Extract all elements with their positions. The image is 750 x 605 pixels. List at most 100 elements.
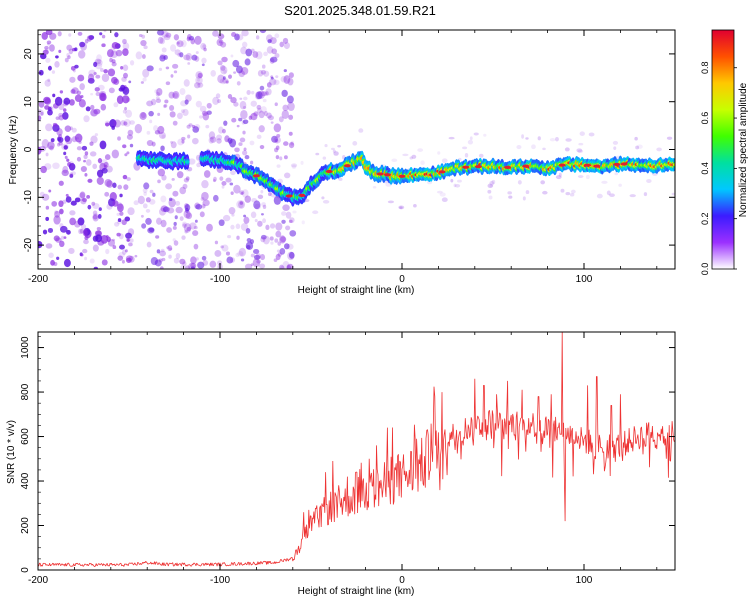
spectrogram-noise-blob xyxy=(516,145,522,150)
spectrogram-noise-blob xyxy=(69,76,76,83)
spectrogram-noise-blob xyxy=(95,74,101,79)
spectrogram-noise-blob xyxy=(50,138,55,143)
spectrogram-noise-blob xyxy=(214,249,222,257)
spectrogram-noise-blob xyxy=(265,91,269,96)
spectrogram-noise-blob xyxy=(40,111,44,116)
spectrogram-noise-blob xyxy=(194,35,202,45)
spectrogram-noise-blob xyxy=(185,176,190,181)
spectrogram-noise-blob xyxy=(57,136,64,143)
spectrogram-noise-blob xyxy=(239,190,245,195)
spectrogram-noise-blob xyxy=(126,151,130,155)
spectrogram-noise-blob xyxy=(157,36,164,44)
spectrogram-noise-blob xyxy=(184,229,188,234)
spectrogram-noise-blob xyxy=(266,112,272,119)
spectrogram-noise-blob xyxy=(49,32,57,40)
spectrogram-noise-blob xyxy=(97,214,102,219)
spectrogram-noise-blob xyxy=(537,136,541,141)
spectrogram-noise-blob xyxy=(60,235,65,240)
spectrogram-noise-blob xyxy=(290,163,298,168)
spectrogram-noise-blob xyxy=(112,200,119,207)
spectrogram-noise-blob xyxy=(321,196,325,200)
spectrogram-noise-blob xyxy=(256,134,262,139)
spectrogram-x-label: Height of straight line (km) xyxy=(298,285,415,296)
spectrogram-noise-blob xyxy=(269,37,277,45)
spectrogram-noise-blob xyxy=(111,59,116,64)
spectrogram-noise-blob xyxy=(173,221,177,227)
spectrogram-noise-blob xyxy=(549,137,556,142)
spectrogram-noise-blob xyxy=(122,144,127,149)
spectrogram-noise-blob xyxy=(467,139,474,145)
spectrogram-noise-blob xyxy=(221,244,229,252)
spectrogram-noise-blob xyxy=(191,54,198,61)
spectrogram-noise-blob xyxy=(213,176,217,182)
spectrogram-noise-blob xyxy=(196,162,201,168)
spectrogram-noise-blob xyxy=(92,244,99,252)
spectrogram-noise-blob xyxy=(487,189,492,194)
spectrogram-noise-blob xyxy=(245,228,251,234)
spectrogram-noise-blob xyxy=(52,162,60,170)
colorbar-tick-label: 0.6 xyxy=(700,112,710,125)
spectrogram-noise-blob xyxy=(212,30,219,37)
spectrogram-noise-blob xyxy=(160,195,167,203)
spectrogram-noise-blob xyxy=(279,235,286,244)
spectrogram-noise-blob xyxy=(70,200,77,206)
spectrogram-noise-blob xyxy=(276,133,281,138)
spectrogram-noise-blob xyxy=(372,185,377,189)
spectrogram-noise-blob xyxy=(65,193,69,197)
spectrogram-noise-blob xyxy=(188,123,193,127)
spectrogram-noise-blob xyxy=(274,53,280,59)
spectrogram-noise-blob xyxy=(273,258,278,262)
spectrogram-noise-blob xyxy=(261,213,264,216)
spectrogram-noise-blob xyxy=(218,126,224,134)
spectrogram-noise-blob xyxy=(98,207,102,212)
spectrogram-noise-blob xyxy=(124,106,128,111)
spectrogram-noise-blob xyxy=(222,214,231,222)
spectrogram-noise-blob xyxy=(153,125,159,132)
spectrogram-noise-blob xyxy=(280,265,285,269)
spectrogram-noise-blob xyxy=(266,46,274,54)
spectrogram-noise-blob xyxy=(312,210,319,215)
spectrogram-noise-blob xyxy=(286,263,294,269)
spectrogram-noise-blob xyxy=(269,223,276,229)
spectrogram-noise-blob xyxy=(127,129,134,136)
spectrogram-noise-blob xyxy=(255,253,261,260)
spectrogram-noise-blob xyxy=(274,102,278,107)
spectrogram-noise-blob xyxy=(555,175,562,180)
spectrogram-noise-blob xyxy=(86,195,91,199)
spectrogram-noise-blob xyxy=(176,171,184,179)
spectrogram-noise-blob xyxy=(115,49,123,57)
spectrogram-noise-blob xyxy=(142,203,148,209)
spectrogram-noise-blob xyxy=(333,151,339,156)
spectrogram-noise-blob xyxy=(193,226,198,230)
spectrogram-noise-blob xyxy=(202,44,207,49)
spectrogram-noise-blob xyxy=(69,210,76,216)
spectrogram-noise-blob xyxy=(489,184,494,188)
spectrogram-noise-blob xyxy=(208,137,214,144)
spectrogram-noise-blob xyxy=(124,153,128,157)
spectrogram-noise-blob xyxy=(155,235,160,239)
spectrogram-noise-blob xyxy=(184,99,189,105)
spectrogram-noise-blob xyxy=(250,100,257,107)
spectrogram-noise-blob xyxy=(105,122,110,127)
spectrogram-noise-blob xyxy=(613,146,617,150)
spectrogram-noise-blob xyxy=(58,49,62,54)
spectrogram-noise-blob xyxy=(262,235,270,245)
spectrogram-noise-blob xyxy=(56,256,60,260)
spectrogram-ridge-cell xyxy=(672,163,675,167)
spectrogram-noise-blob xyxy=(194,55,200,62)
spectrogram-noise-blob xyxy=(64,57,69,63)
spectrogram-noise-blob xyxy=(47,141,55,150)
spectrogram-noise-blob xyxy=(244,58,251,66)
spectrogram-noise-blob xyxy=(250,48,255,53)
spectrogram-noise-blob xyxy=(63,108,67,113)
spectrogram-noise-blob xyxy=(286,95,294,104)
spectrogram-noise-blob xyxy=(612,140,619,145)
spectrogram-noise-blob xyxy=(66,229,71,235)
spectrogram-noise-blob xyxy=(220,41,227,48)
spectrogram-noise-blob xyxy=(248,115,253,120)
spectrogram-noise-blob xyxy=(74,133,83,143)
spectrogram-noise-blob xyxy=(38,108,42,115)
spectrogram-noise-blob xyxy=(411,154,417,159)
spectrogram-noise-blob xyxy=(41,139,50,149)
